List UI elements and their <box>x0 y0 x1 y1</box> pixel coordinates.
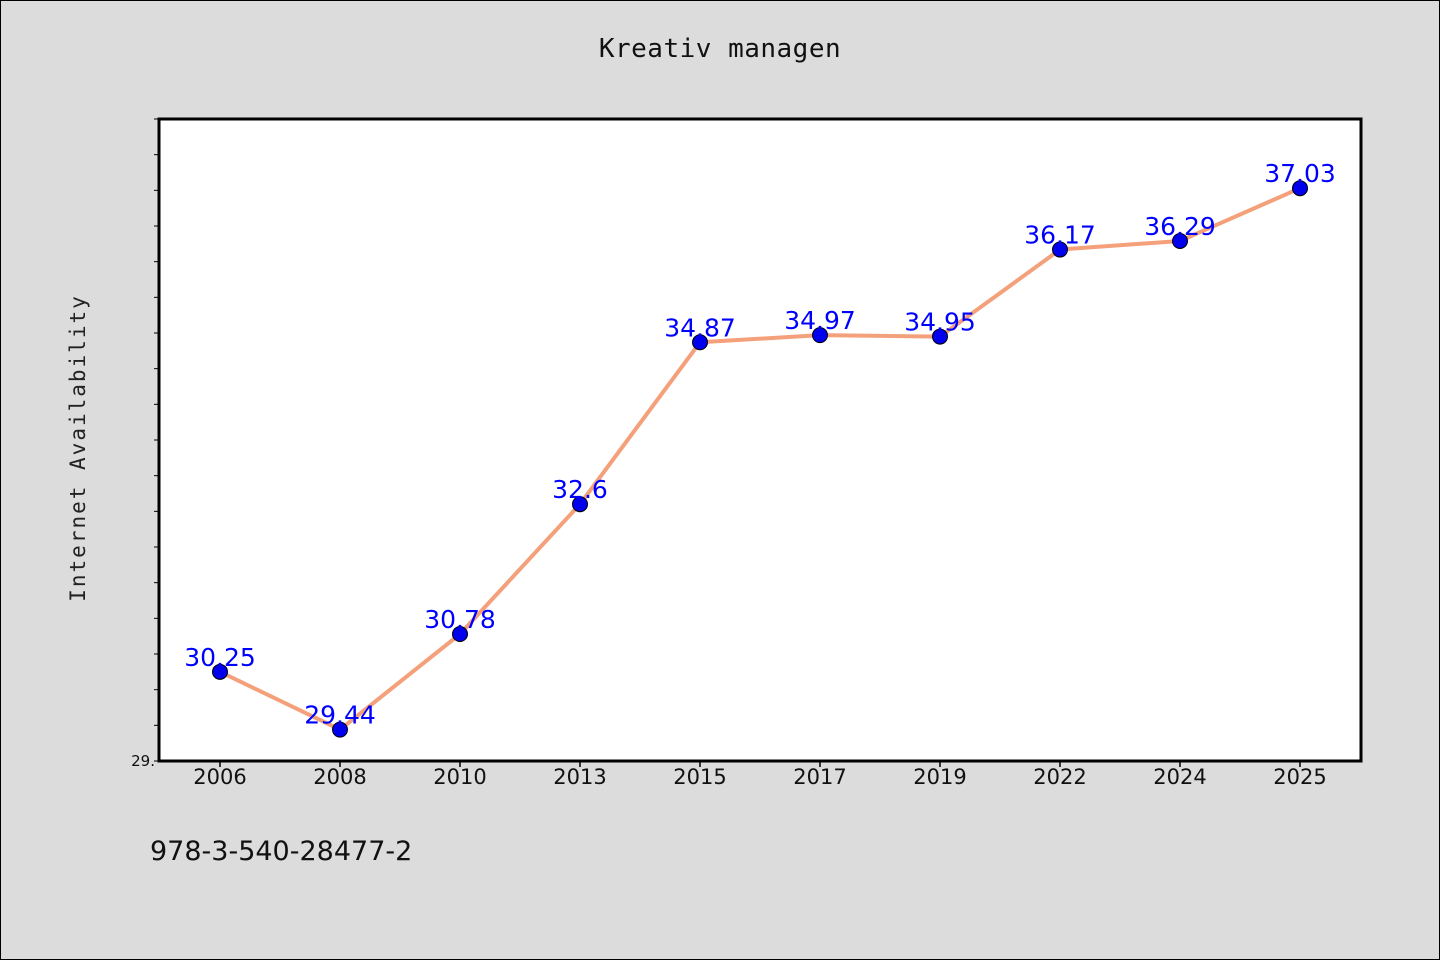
x-tick-label: 2010 <box>433 765 486 789</box>
data-label: 36.29 <box>1144 212 1216 241</box>
data-point <box>1172 232 1188 249</box>
data-label: 32.6 <box>552 475 608 504</box>
x-tick-label: 2015 <box>673 765 726 789</box>
data-point <box>692 334 708 351</box>
series-line <box>219 186 1301 732</box>
x-tick-label: 2017 <box>793 765 846 789</box>
x-axis-ticks: 2006 2008 2010 2013 2015 2017 2019 2022 2024 2025 <box>193 761 1327 789</box>
footnote-isbn: 978-3-540-28477-2 <box>150 836 413 867</box>
data-point <box>452 626 468 643</box>
data-label: 37.03 <box>1264 159 1336 188</box>
data-point <box>812 327 828 344</box>
x-tick-label: 2008 <box>313 765 366 789</box>
x-tick-label: 2019 <box>913 765 966 789</box>
data-point <box>212 663 228 680</box>
data-label: 30.78 <box>424 605 496 634</box>
series-group <box>212 180 1308 738</box>
x-tick-label: 2006 <box>193 765 246 789</box>
x-tick-label: 2022 <box>1033 765 1086 789</box>
y-tick-label: 29. <box>131 752 155 770</box>
data-label: 36.17 <box>1024 221 1096 250</box>
data-point <box>1292 180 1308 197</box>
data-point <box>1052 241 1068 258</box>
chart-title: Kreativ managen <box>598 34 842 64</box>
data-labels: 30.25 29.44 30.78 32.6 34.87 34.97 34.95 36.17 3… <box>184 159 1336 729</box>
data-label: 34.87 <box>664 313 736 342</box>
x-tick-label: 2013 <box>553 765 606 789</box>
data-label: 34.97 <box>784 306 856 335</box>
data-label: 30.25 <box>184 643 256 672</box>
data-point <box>332 721 348 738</box>
data-label: 34.95 <box>904 308 976 337</box>
data-label: 29.44 <box>304 701 376 730</box>
x-tick-label: 2025 <box>1273 765 1326 789</box>
data-point <box>932 328 948 345</box>
plot-area <box>157 117 1363 763</box>
data-point <box>572 496 588 513</box>
y-axis-ticks: 29. <box>131 118 159 770</box>
x-tick-label: 2024 <box>1153 765 1206 789</box>
